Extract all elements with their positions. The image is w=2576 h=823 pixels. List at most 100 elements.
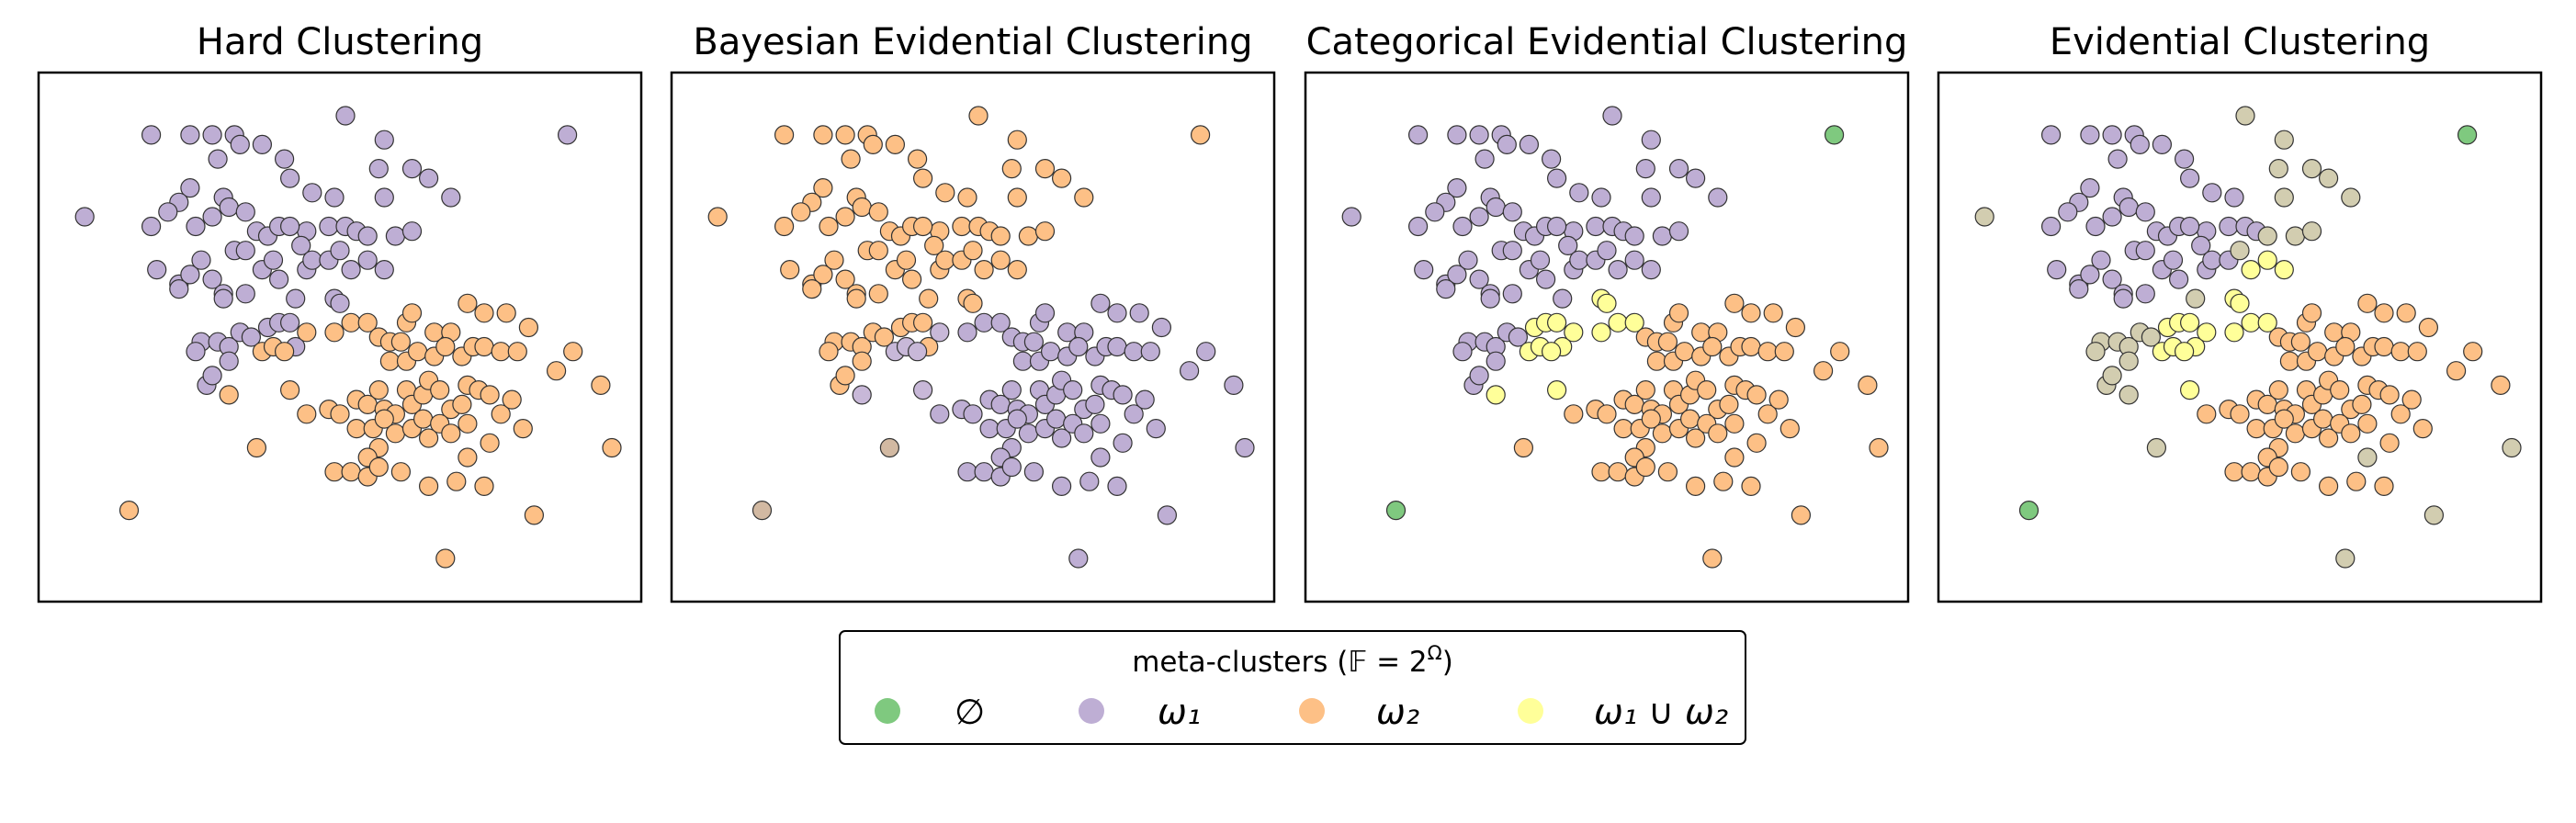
- data-point: [935, 183, 955, 203]
- data-point: [1107, 303, 1127, 323]
- data-point: [202, 207, 222, 227]
- data-point: [2301, 303, 2322, 323]
- data-point: [1224, 375, 1244, 395]
- data-point: [1564, 404, 1584, 424]
- data-point: [379, 351, 400, 371]
- data-point: [1051, 428, 1072, 448]
- panel-evidential-clustering: Evidential Clustering: [1937, 21, 2543, 603]
- panel-title: Categorical Evidential Clustering: [1306, 21, 1908, 63]
- data-point: [774, 125, 795, 145]
- data-point: [1513, 437, 1534, 458]
- data-point: [2463, 342, 2483, 362]
- data-point: [441, 187, 461, 208]
- data-point: [191, 250, 211, 270]
- data-point: [275, 149, 295, 169]
- data-point: [2085, 216, 2106, 237]
- data-point: [474, 476, 494, 497]
- data-point: [1624, 250, 1644, 270]
- legend-label-omega2: ω₂: [1376, 692, 1419, 732]
- data-point: [1068, 336, 1089, 357]
- data-point: [1685, 428, 1706, 448]
- legend-label-omega1: ω₁: [1158, 692, 1201, 732]
- data-point: [1624, 312, 1644, 333]
- data-point: [2491, 375, 2511, 395]
- data-point: [1113, 433, 1133, 453]
- legend-title: meta-clusters (𝔽 = 2Ω): [1132, 642, 1453, 679]
- data-point: [1469, 125, 1489, 145]
- data-point: [302, 183, 322, 203]
- data-point: [2285, 226, 2305, 246]
- data-point: [2357, 447, 2378, 468]
- data-point: [1074, 423, 1094, 444]
- data-point: [1497, 134, 1517, 154]
- data-point: [2102, 366, 2122, 386]
- data-point: [2418, 317, 2438, 338]
- legend-entry-empty: ∅: [875, 692, 985, 732]
- data-point: [241, 327, 261, 347]
- data-point: [1763, 303, 1783, 323]
- data-point: [2319, 168, 2339, 188]
- data-point: [1597, 241, 1617, 261]
- data-point: [2091, 250, 2111, 270]
- data-point: [885, 134, 906, 154]
- data-point: [1469, 269, 1489, 289]
- data-point: [2175, 342, 2195, 362]
- data-point: [1452, 216, 1473, 237]
- data-point: [963, 404, 983, 424]
- data-point: [1719, 394, 1739, 414]
- data-point: [1140, 342, 1160, 362]
- data-point: [1757, 342, 1778, 362]
- data-point: [2374, 303, 2394, 323]
- data-point: [1974, 207, 1994, 227]
- data-point: [2301, 221, 2322, 242]
- data-point: [1157, 505, 1178, 525]
- data-point: [1090, 293, 1111, 313]
- data-point: [330, 293, 350, 313]
- data-point: [435, 548, 456, 569]
- data-point: [1447, 125, 1467, 145]
- data-point: [852, 197, 872, 218]
- data-point: [502, 389, 522, 410]
- data-point: [1129, 303, 1149, 323]
- data-point: [974, 260, 994, 280]
- data-point: [1190, 125, 1211, 145]
- legend-entry-omega1-union-omega2: ω₁ ∪ ω₂: [1518, 692, 1728, 732]
- data-point: [280, 380, 300, 400]
- data-point: [458, 293, 478, 313]
- data-point: [2319, 428, 2339, 448]
- data-point: [2257, 312, 2277, 333]
- data-point: [374, 130, 394, 150]
- data-point: [1341, 207, 1361, 227]
- data-point: [335, 106, 356, 126]
- data-point: [919, 288, 939, 309]
- data-point: [957, 322, 977, 343]
- data-point: [2274, 130, 2294, 150]
- panel-bayesian-evidential-clustering: Bayesian Evidential Clustering: [670, 21, 1276, 603]
- data-point: [430, 380, 450, 400]
- data-point: [2041, 216, 2062, 237]
- data-point: [2152, 134, 2172, 154]
- data-point: [2219, 216, 2239, 237]
- data-point: [774, 216, 795, 237]
- legend: meta-clusters (𝔽 = 2Ω) ∅ ω₁ ω₂ ω₁ ∪ ω₂: [839, 630, 1746, 745]
- data-point: [202, 125, 222, 145]
- data-point: [2379, 385, 2400, 405]
- data-point: [1045, 409, 1067, 429]
- data-point: [235, 202, 255, 222]
- data-point: [912, 380, 933, 400]
- data-point: [1023, 332, 1045, 352]
- data-point: [1051, 476, 1072, 497]
- data-point: [180, 178, 200, 198]
- data-point: [1757, 404, 1778, 424]
- data-point: [357, 312, 378, 333]
- data-point: [924, 235, 944, 255]
- data-point: [2390, 404, 2411, 424]
- data-point: [1474, 149, 1495, 169]
- data-point: [852, 351, 872, 371]
- data-point: [330, 241, 350, 261]
- data-point: [280, 168, 300, 188]
- data-point: [518, 317, 539, 338]
- data-point: [2357, 413, 2378, 434]
- data-point: [186, 216, 206, 237]
- data-point: [841, 149, 861, 169]
